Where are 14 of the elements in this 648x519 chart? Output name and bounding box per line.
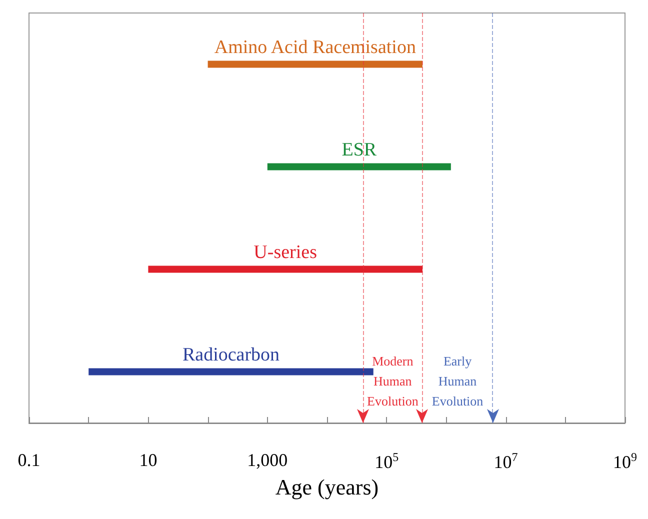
bar: [267, 163, 451, 170]
bar: [88, 368, 374, 376]
annotation: Modern Human Evolution: [367, 354, 419, 408]
x-axis-title: Age (years): [275, 474, 379, 500]
bar: [148, 266, 422, 273]
y-tick-label: Radiocarbon: [182, 344, 280, 366]
x-tick-label: 1,000: [247, 450, 288, 470]
annotation: Early Human Evolution: [432, 354, 484, 408]
bar: [208, 60, 422, 68]
x-tick-label: 10: [139, 450, 158, 470]
y-tick-label: ESR: [342, 139, 377, 160]
y-tick-label: Amino Acid Racemisation: [214, 36, 416, 58]
y-tick-label: U-series: [254, 242, 317, 263]
x-tick-label: 0.1: [18, 450, 40, 470]
